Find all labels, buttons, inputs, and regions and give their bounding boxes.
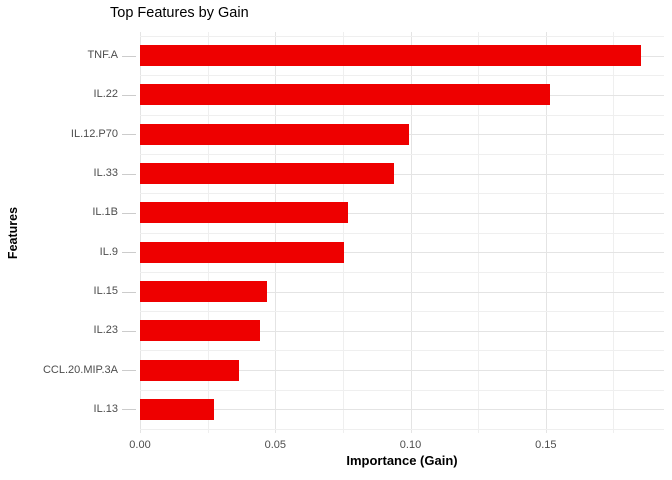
gridline-y-minor xyxy=(140,311,664,313)
bar-IL.33 xyxy=(140,163,395,184)
gridline-y-major xyxy=(140,212,664,214)
y-tick-mark xyxy=(122,291,136,293)
bar-IL.13 xyxy=(140,398,215,420)
gridline-y-minor xyxy=(140,114,664,116)
gridline-y-major xyxy=(140,370,664,372)
y-tick-label-IL.12.P70: IL.12.P70 xyxy=(70,127,118,140)
y-tick-label-CCL.20.MIP.3A: CCL.20.MIP.3A xyxy=(42,363,118,376)
chart-title: Top Features by Gain xyxy=(110,5,249,21)
y-tick-mark xyxy=(122,330,136,332)
bar-IL.15 xyxy=(140,281,268,302)
y-tick-label-IL.23: IL.23 xyxy=(93,324,118,337)
y-tick-label-IL.1B: IL.1B xyxy=(92,206,118,219)
y-tick-mark xyxy=(122,212,136,214)
y-tick-label-TNF.A: TNF.A xyxy=(87,49,118,62)
gridline-y-minor xyxy=(140,350,664,352)
x-axis-title: Importance (Gain) xyxy=(346,453,458,468)
y-tick-mark xyxy=(122,134,136,136)
y-tick-mark xyxy=(122,173,136,175)
y-tick-mark xyxy=(122,409,136,411)
x-tick-label-0.15: 0.15 xyxy=(535,439,557,451)
bar-IL.23 xyxy=(140,320,261,342)
gridline-y-major xyxy=(140,173,664,175)
y-tick-mark xyxy=(122,94,136,96)
y-axis-title: Features xyxy=(6,206,20,260)
gridline-y-minor xyxy=(140,75,664,77)
bar-IL.1B xyxy=(140,202,349,224)
gridline-y-major xyxy=(140,330,664,332)
bar-IL.12.P70 xyxy=(140,123,410,145)
x-tick-label-0.05: 0.05 xyxy=(264,439,286,451)
gridline-y-minor xyxy=(140,35,664,37)
gridline-y-minor xyxy=(140,389,664,391)
gridline-y-major xyxy=(140,252,664,254)
y-tick-label-IL.33: IL.33 xyxy=(93,167,118,179)
y-tick-label-IL.13: IL.13 xyxy=(93,402,118,415)
gridline-y-major xyxy=(140,409,664,411)
y-tick-label-IL.22: IL.22 xyxy=(93,88,118,101)
y-tick-mark xyxy=(122,370,136,372)
gridline-y-major xyxy=(140,291,664,293)
y-tick-mark xyxy=(122,252,136,254)
y-tick-mark xyxy=(122,55,136,57)
y-tick-label-IL.15: IL.15 xyxy=(93,285,118,297)
gridline-y-minor xyxy=(140,232,664,234)
bar-IL.9 xyxy=(140,241,345,263)
gridline-y-minor xyxy=(140,271,664,273)
bar-TNF.A xyxy=(140,45,641,67)
bar-IL.22 xyxy=(140,84,550,106)
gridline-y-minor xyxy=(140,429,664,431)
y-tick-label-IL.9: IL.9 xyxy=(99,245,118,258)
x-tick-label-0.00: 0.00 xyxy=(129,439,151,451)
gridline-y-minor xyxy=(140,153,664,155)
gridline-y-minor xyxy=(140,193,664,195)
bar-CCL.20.MIP.3A xyxy=(140,359,239,381)
plot-panel xyxy=(140,32,664,433)
x-tick-label-0.10: 0.10 xyxy=(399,439,422,451)
